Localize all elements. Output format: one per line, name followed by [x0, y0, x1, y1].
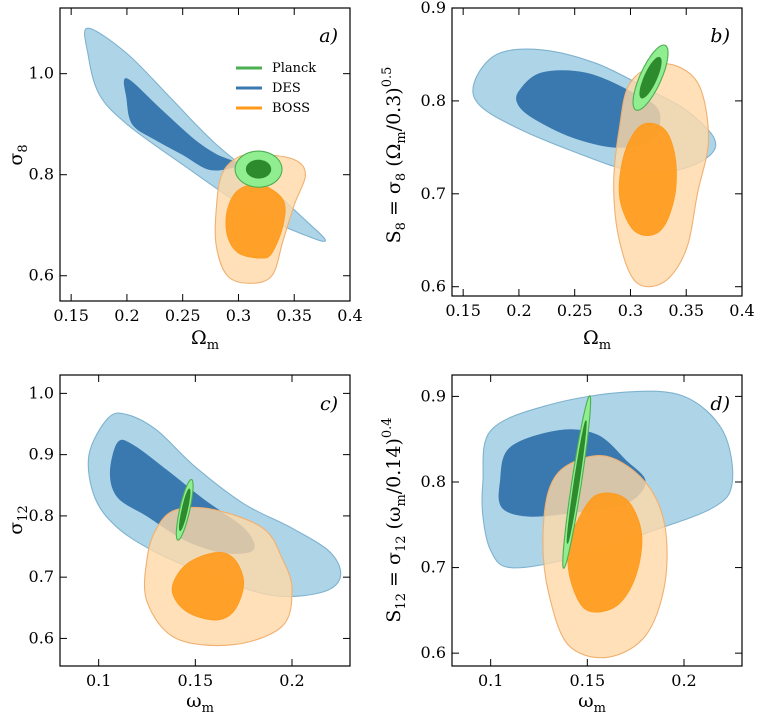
panel-b: 0.15 0.2 0.25 0.3 0.35 0.40.60.70.80.9 b) Ωm … — [380, 0, 755, 353]
ytick-label-c-0: 0.6 — [29, 628, 54, 647]
xtick-label-c-1: 0.15 — [178, 671, 214, 690]
ytick-label-d-0: 0.6 — [421, 643, 446, 662]
panel-d: 0.1 0.15 0.2 0.6 0.7 0.8 0.9 d) ωm S12 = σ12 (… — [380, 374, 743, 715]
xtick-label-d-2: 0.2 — [671, 671, 696, 690]
panel-c-ylabel: σ12 — [5, 505, 31, 535]
xtick-label-b-1: 0.2 — [506, 301, 531, 320]
xtick-label-b-0: 0.15 — [445, 301, 481, 320]
ytick-label-c-4: 1.0 — [29, 383, 54, 402]
ytick-label-d-3: 0.9 — [421, 386, 446, 405]
legend-label-boss: BOSS — [272, 101, 310, 116]
ytick-label-b-2: 0.8 — [421, 91, 446, 110]
xtick-label-a-0: 0.15 — [53, 306, 89, 325]
ytick-label-d-2: 0.8 — [421, 472, 446, 491]
xtick-label-a-2: 0.25 — [165, 306, 201, 325]
ytick-label-c-2: 0.8 — [29, 506, 54, 525]
legend-label-planck: Planck — [272, 61, 316, 76]
xtick-label-b-5: 0.4 — [729, 301, 754, 320]
ytick-label-b-1: 0.7 — [421, 184, 446, 203]
xtick-label-b-2: 0.25 — [557, 301, 593, 320]
ytick-label-a-1: 0.8 — [29, 165, 54, 184]
panel-a-ylabel: σ8 — [5, 144, 31, 165]
contour-planck-inner-a — [245, 159, 272, 179]
panel-a-xlabel: Ωm — [191, 327, 219, 353]
panel-a-tag: a) — [319, 25, 338, 47]
ytick-label-b-3: 0.9 — [421, 0, 446, 17]
ytick-label-c-1: 0.7 — [29, 567, 54, 586]
contour-boss-inner-a — [225, 183, 286, 259]
xtick-label-a-5: 0.4 — [337, 306, 362, 325]
ytick-label-b-0: 0.6 — [421, 277, 446, 296]
panel-d-xlabel: ωm — [578, 690, 606, 715]
panel-b-tag: b) — [710, 25, 730, 47]
panel-c-xlabel: ωm — [186, 690, 214, 715]
ytick-label-c-3: 0.9 — [29, 445, 54, 464]
contour-boss-inner-d — [567, 492, 643, 613]
xtick-label-a-3: 0.3 — [226, 306, 251, 325]
panel-c: 0.1 0.15 0.2 0.6 0.7 0.8 0.9 1.0 c) ωm σ12 — [5, 374, 351, 715]
panel-d-ylabel: S12 = σ12 (ωm/0.14)0.4 — [380, 417, 409, 622]
contour-planck-inner-b — [639, 56, 662, 99]
panel-d-tag: d) — [710, 393, 730, 415]
ytick-label-a-2: 1.0 — [29, 64, 54, 83]
xtick-label-d-0: 0.1 — [478, 671, 503, 690]
panel-b-ylabel: S8 = σ8 (Ωm/0.3)0.5 — [380, 67, 409, 244]
xtick-label-c-0: 0.1 — [86, 671, 111, 690]
xtick-label-b-3: 0.3 — [618, 301, 643, 320]
contour-des-inner-a — [123, 78, 239, 171]
panel-c-tag: c) — [320, 393, 338, 415]
contour-boss-inner-b — [618, 122, 677, 237]
xtick-label-c-2: 0.2 — [279, 671, 304, 690]
xtick-label-d-1: 0.15 — [570, 671, 606, 690]
xtick-label-a-1: 0.2 — [114, 306, 139, 325]
legend: Planck DES BOSS — [236, 61, 316, 116]
panel-a: 0.15 0.2 0.25 0.3 0.35 0.40.60.81.0 a) Ωm σ8 … — [5, 7, 363, 353]
legend-label-des: DES — [272, 81, 301, 96]
xtick-label-b-4: 0.35 — [668, 301, 704, 320]
ytick-label-d-1: 0.7 — [421, 558, 446, 577]
contour-planck-inner-d — [566, 420, 587, 544]
panel-b-xlabel: Ωm — [583, 327, 611, 353]
xtick-label-a-4: 0.35 — [276, 306, 312, 325]
contour-boss-inner-c — [171, 552, 245, 621]
contour-planck-inner-c — [178, 488, 191, 532]
ytick-label-a-0: 0.6 — [29, 266, 54, 285]
